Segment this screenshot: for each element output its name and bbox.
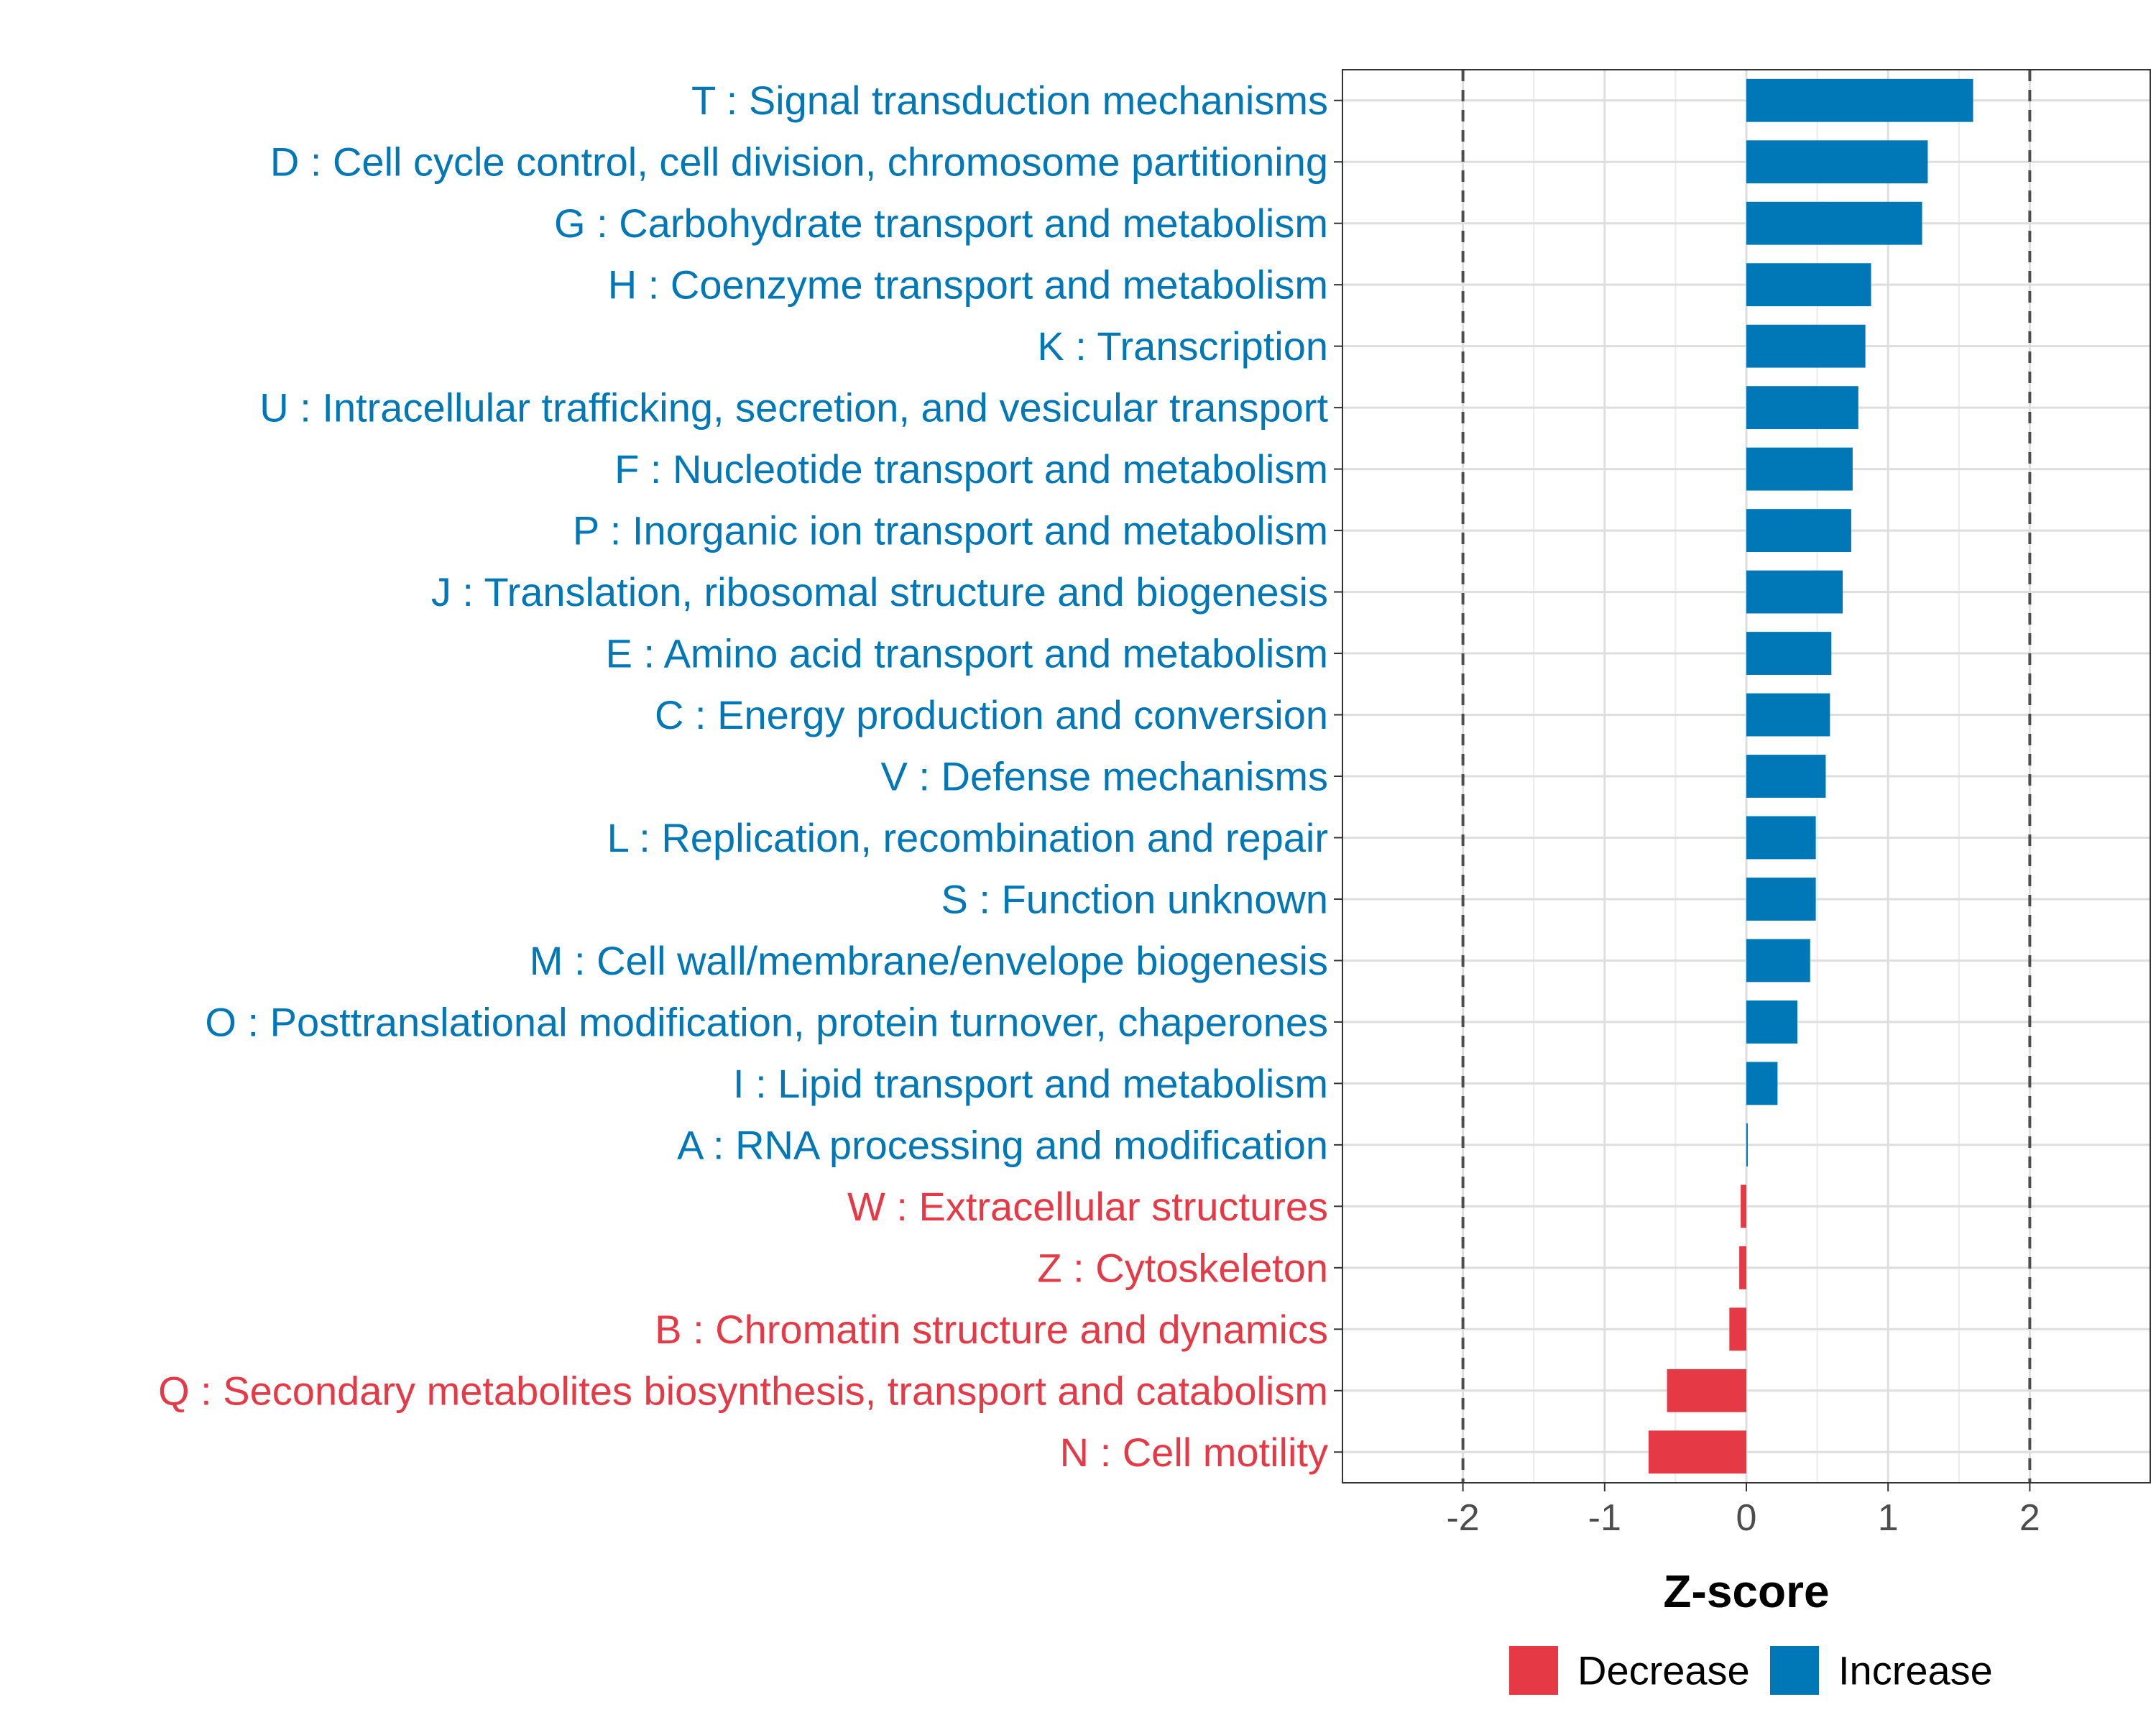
- bar: [1746, 509, 1851, 553]
- category-label: E : Amino acid transport and metabolism: [606, 631, 1328, 676]
- category-label: Q : Secondary metabolites biosynthesis, …: [158, 1368, 1328, 1413]
- bar: [1746, 1123, 1748, 1167]
- category-label: G : Carbohydrate transport and metabolis…: [554, 201, 1328, 246]
- reference-lines: [1461, 70, 2032, 1483]
- category-label: F : Nucleotide transport and metabolism: [614, 446, 1328, 492]
- bar: [1746, 816, 1816, 860]
- category-label: O : Posttranslational modification, prot…: [205, 999, 1328, 1044]
- legend-label-increase: Increase: [1838, 1648, 1993, 1693]
- bar: [1746, 263, 1871, 307]
- category-label: I : Lipid transport and metabolism: [733, 1061, 1328, 1106]
- bar: [1746, 1062, 1778, 1105]
- category-label: C : Energy production and conversion: [655, 692, 1328, 737]
- bar: [1746, 939, 1810, 983]
- bar: [1648, 1430, 1746, 1474]
- category-label: B : Chromatin structure and dynamics: [655, 1307, 1328, 1352]
- x-tick-label: 1: [1878, 1497, 1899, 1539]
- x-tick-label: 2: [2019, 1497, 2040, 1539]
- bar: [1739, 1246, 1746, 1289]
- bar: [1746, 324, 1866, 368]
- bar: [1667, 1368, 1746, 1412]
- category-label: P : Inorganic ion transport and metaboli…: [573, 508, 1328, 553]
- category-label: L : Replication, recombination and repai…: [607, 815, 1328, 860]
- bar: [1746, 570, 1843, 614]
- bar: [1746, 78, 1973, 122]
- bar: [1746, 140, 1928, 184]
- bar: [1741, 1184, 1746, 1228]
- category-label: W : Extracellular structures: [847, 1184, 1328, 1229]
- x-tick-label: 0: [1736, 1497, 1757, 1539]
- bar: [1746, 201, 1922, 245]
- category-label: A : RNA processing and modification: [677, 1122, 1328, 1167]
- legend-key-decrease: [1509, 1646, 1558, 1695]
- category-label: S : Function unknown: [941, 876, 1328, 921]
- bar: [1746, 878, 1816, 921]
- bar: [1746, 632, 1832, 675]
- x-tick-label: -2: [1446, 1497, 1479, 1539]
- category-label: M : Cell wall/membrane/envelope biogenes…: [530, 938, 1328, 983]
- category-label: N : Cell motility: [1060, 1430, 1328, 1475]
- bar: [1746, 386, 1858, 430]
- legend-key-increase: [1770, 1646, 1819, 1695]
- category-label: T : Signal transduction mechanisms: [691, 78, 1328, 123]
- bar: [1746, 1000, 1797, 1044]
- category-label: K : Transcription: [1037, 323, 1328, 369]
- x-axis-title: Z-score: [1663, 1565, 1829, 1617]
- bar: [1729, 1307, 1746, 1351]
- category-label: U : Intracellular trafficking, secretion…: [259, 385, 1328, 431]
- y-axis-ticks: [1334, 99, 1342, 1453]
- x-axis-ticks: [1462, 1483, 2031, 1491]
- legend-label-decrease: Decrease: [1577, 1648, 1750, 1693]
- x-tick-label: -1: [1588, 1497, 1621, 1539]
- y-axis-labels: T : Signal transduction mechanisms D : Ce…: [158, 78, 1328, 1475]
- category-label: H : Coenzyme transport and metabolism: [608, 262, 1328, 308]
- category-label: Z : Cytoskeleton: [1037, 1245, 1328, 1290]
- bar: [1746, 447, 1853, 491]
- x-axis-labels: -2 -1 0 1 2: [1446, 1497, 2040, 1539]
- category-label: V : Defense mechanisms: [881, 754, 1328, 799]
- legend: Decrease Increase: [1509, 1646, 1993, 1695]
- bars: [1648, 78, 1973, 1474]
- bar: [1746, 755, 1826, 798]
- category-label: D : Cell cycle control, cell division, c…: [270, 139, 1328, 185]
- category-label: J : Translation, ribosomal structure and…: [431, 569, 1328, 615]
- bar: [1746, 693, 1830, 737]
